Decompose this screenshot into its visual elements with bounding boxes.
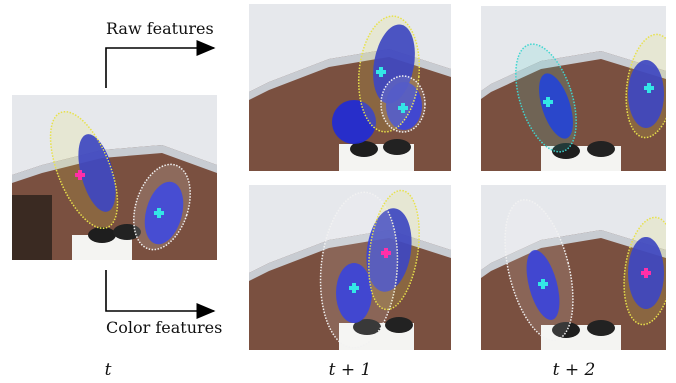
ellipse-white (319, 191, 399, 349)
cyan-marker (644, 83, 654, 93)
cyan-marker (538, 279, 548, 289)
time-label-t1: t + 1 (328, 360, 372, 380)
frame-t2-raw (481, 6, 666, 171)
cyan-marker (349, 283, 359, 293)
raw-features-label: Raw features (106, 19, 214, 38)
ellipse-white (133, 163, 191, 251)
magenta-marker (75, 170, 85, 180)
ellipse-yellow (49, 110, 119, 230)
ellipse-white (504, 199, 574, 341)
person-blob-1 (78, 134, 116, 212)
ellipse-yellow (368, 189, 420, 311)
frame-t (12, 95, 217, 260)
raw-arrow (105, 40, 216, 88)
frame-t1-raw (249, 4, 451, 171)
cyan-marker (154, 208, 164, 218)
color-arrow (105, 270, 216, 319)
frame-t1-color (249, 185, 451, 350)
time-label-t: t (104, 360, 112, 380)
cyan-marker (376, 67, 386, 77)
magenta-marker (381, 248, 391, 258)
ellipse-yellow (357, 15, 421, 133)
cyan-marker (543, 97, 553, 107)
time-label-t2: t + 2 (552, 360, 596, 380)
cyan-marker (398, 103, 408, 113)
magenta-marker (641, 268, 651, 278)
color-features-label: Color features (106, 318, 223, 337)
frame-t2-color (481, 185, 666, 350)
